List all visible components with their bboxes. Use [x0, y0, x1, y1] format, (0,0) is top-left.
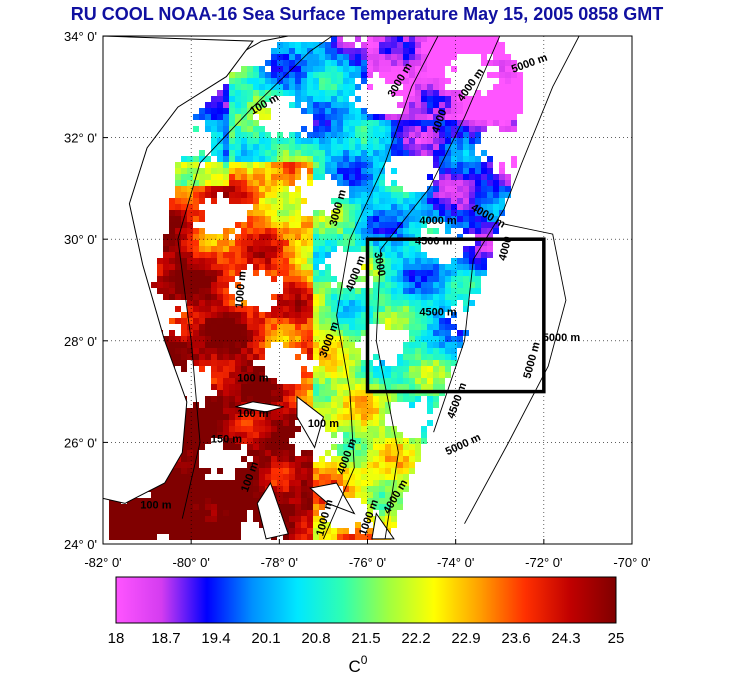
land-mass-4: [256, 481, 289, 540]
land-mass-3: [296, 395, 324, 449]
lon-tick-label: -82° 0': [84, 555, 121, 570]
contour-label: 3000: [371, 251, 387, 277]
colorbar-tick-label: 18: [108, 630, 125, 647]
study-box-rect: [365, 237, 546, 394]
axis-ticks: 34° 0' 32° 0' 30° 0' 28° 0' 26° 0' 24° 0' -82°…: [64, 29, 651, 570]
contour-label: 100 m: [237, 408, 268, 420]
contour-label: 100 m: [308, 418, 339, 430]
lat-tick-label: 30° 0': [64, 232, 97, 247]
colorbar-tick-label: 18.7: [151, 630, 180, 647]
study-box: [365, 237, 546, 394]
contour-label: 4500 m: [419, 306, 457, 318]
lon-tick-label: -74° 0': [437, 555, 474, 570]
lat-tick-label: 34° 0': [64, 29, 97, 44]
isobath-line-1: [322, 36, 439, 540]
land-mass-2: [235, 401, 284, 413]
isobath-line-0: [177, 36, 333, 519]
lon-tick-label: -76° 0': [349, 555, 386, 570]
land-mass-5: [309, 482, 356, 515]
land-mass-6: [371, 512, 395, 540]
contour-label: 5000 m: [543, 332, 581, 344]
isobath-line-4: [464, 223, 567, 524]
figure-title: RU COOL NOAA-16 Sea Surface Temperature …: [70, 4, 664, 24]
lat-tick-label: 32° 0': [64, 131, 97, 146]
colorbar-unit-label: C0: [349, 653, 368, 676]
colorbar-tick-label: 19.4: [201, 630, 230, 647]
colorbar-ramp: [115, 576, 617, 624]
lon-tick-label: -72° 0': [525, 555, 562, 570]
lon-tick-label: -78° 0': [261, 555, 298, 570]
colorbar-tick-label: 22.9: [451, 630, 480, 647]
colorbar-tick-label: 20.1: [251, 630, 280, 647]
isobath-line-3: [433, 36, 580, 433]
contour-label: 4500 m: [415, 235, 453, 247]
contour-label: 150 m: [211, 433, 242, 445]
colorbar-tick-label: 25: [608, 630, 625, 647]
colorbar: 18 18.7 19.4 20.1 20.8 21.5 22.2 22.9 23.6 24.3 25…: [108, 576, 625, 676]
colorbar-tick-label: 22.2: [401, 630, 430, 647]
contour-label: 4000 m: [419, 215, 457, 227]
lon-tick-label: -80° 0': [173, 555, 210, 570]
colorbar-tick-label: 21.5: [351, 630, 380, 647]
contour-label: 1000 m: [233, 270, 248, 308]
lat-tick-label: 26° 0': [64, 435, 97, 450]
colorbar-tick-label: 24.3: [551, 630, 580, 647]
isobath-line-2: [375, 36, 501, 539]
land-mass-1: [103, 36, 254, 504]
contour-label: 100 m: [237, 372, 268, 384]
colorbar-tick-label: 23.6: [501, 630, 530, 647]
lat-tick-label: 28° 0': [64, 334, 97, 349]
lon-tick-label: -70° 0': [613, 555, 650, 570]
contour-label: 100 m: [140, 499, 171, 511]
colorbar-tick-label: 20.8: [301, 630, 330, 647]
lat-tick-label: 24° 0': [64, 537, 97, 552]
